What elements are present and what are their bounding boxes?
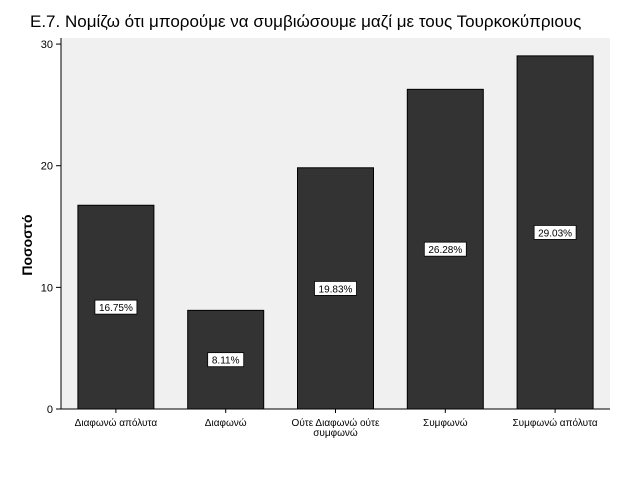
chart-title: Ε.7. Νομίζω ότι μπορούμε να συμβιώσουμε … [30,12,582,31]
data-label-box [207,352,245,368]
x-category-label: Συμφωνώ [423,417,468,429]
data-label-box [533,225,577,240]
bar [187,309,265,410]
x-category-label: Διαφωνώ [205,417,247,429]
data-label-box [423,241,467,257]
y-tick-label: 20 [41,161,53,173]
data-label: 16.75% [99,303,133,314]
y-ticks-group: 0 10 20 30 [41,39,61,416]
data-label-box [94,299,138,315]
data-label: 8.11% [212,356,240,367]
data-label: 26.28% [428,245,462,256]
y-tick-label: 0 [47,404,53,416]
x-category-label: συμφωνώ [313,427,358,439]
x-category-label: Συμφωνώ απόλυτα [513,417,598,429]
data-label: 19.83% [319,284,353,295]
bars-group [77,55,594,410]
x-categories-group: Διαφωνώ απόλυτα Διαφωνώ Ούτε Διαφωνώ ούτεσ… [75,409,598,439]
x-category-label: Ούτε Διαφωνώ ούτε [292,417,380,429]
y-tick-label: 30 [41,39,53,51]
x-category-label: Διαφωνώ απόλυτα [75,417,158,429]
data-labels-group: 16.75% 8.11% 19.83% 26.28% 29.03% [94,225,577,368]
data-label-box [314,280,357,296]
y-tick-label: 10 [41,282,53,294]
data-label: 29.03% [538,228,572,239]
